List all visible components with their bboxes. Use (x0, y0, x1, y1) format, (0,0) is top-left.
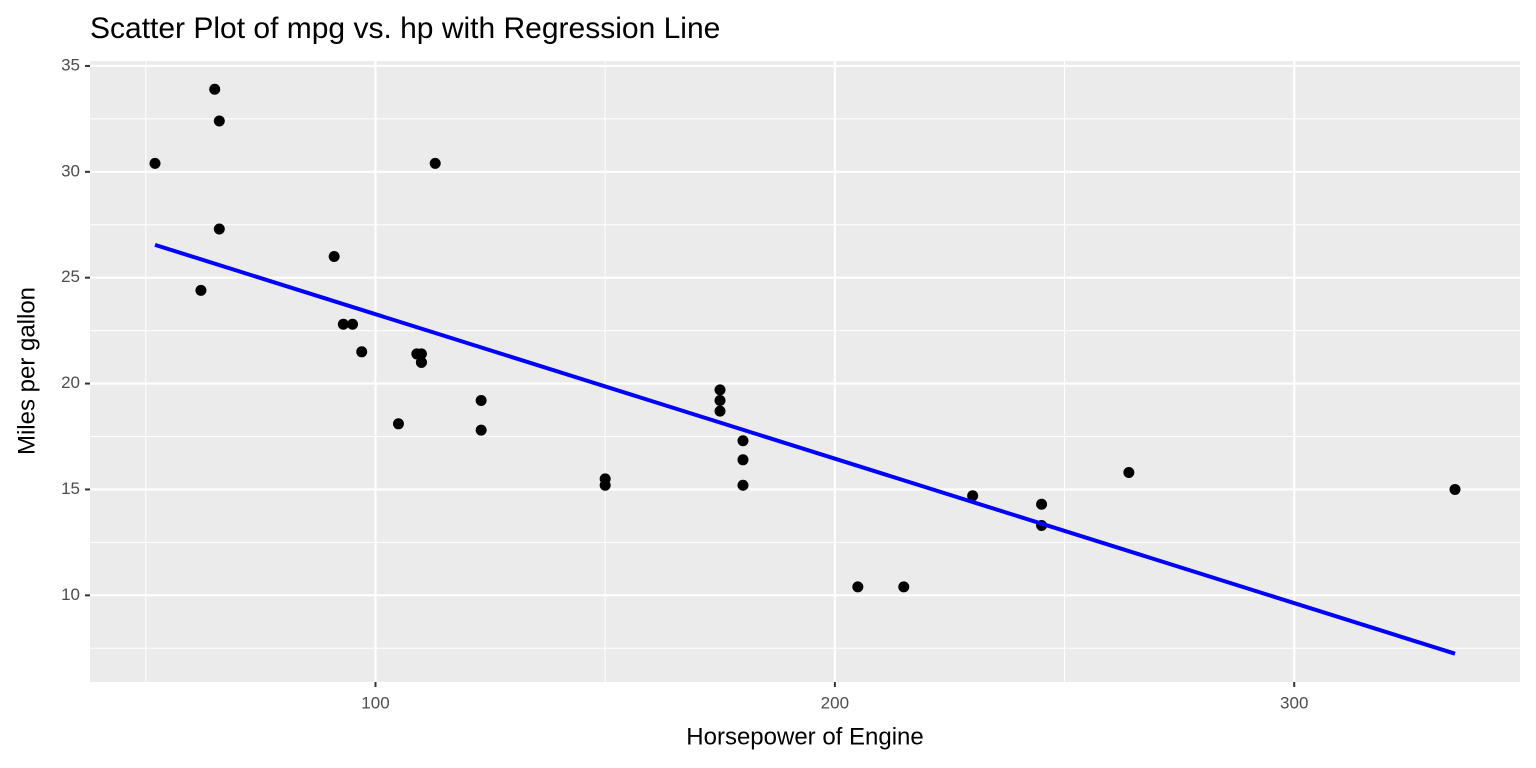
y-tick-label: 15 (61, 479, 80, 498)
point (714, 405, 726, 417)
point (328, 251, 340, 263)
point (898, 581, 910, 593)
chart-title: Scatter Plot of mpg vs. hp with Regressi… (90, 12, 720, 45)
x-tick-label: 200 (821, 693, 849, 712)
point (1449, 483, 1461, 495)
point (337, 318, 349, 330)
regression-line (154, 242, 1456, 656)
point (1123, 467, 1135, 479)
point (392, 418, 404, 430)
x-tick-label: 300 (1280, 693, 1308, 712)
y-tick-label: 35 (61, 55, 80, 74)
point (737, 479, 749, 491)
point (209, 83, 221, 95)
point (475, 395, 487, 407)
point (411, 348, 423, 360)
point (415, 356, 427, 368)
point (737, 454, 749, 466)
point (852, 581, 864, 593)
point (475, 424, 487, 436)
y-axis-title: Miles per gallon (13, 287, 40, 455)
point (356, 346, 368, 358)
point (599, 479, 611, 491)
point (737, 435, 749, 447)
point (1036, 498, 1048, 510)
point (714, 395, 726, 407)
point (429, 157, 441, 169)
point (195, 284, 207, 296)
y-tick-label: 20 (61, 373, 80, 392)
x-tick-label: 100 (361, 693, 389, 712)
panel (90, 61, 1520, 682)
point (347, 318, 359, 330)
y-tick-label: 10 (61, 585, 80, 604)
point (967, 490, 979, 502)
point (213, 115, 225, 127)
point (149, 157, 161, 169)
point (714, 384, 726, 396)
y-tick-label: 25 (61, 267, 80, 286)
x-axis-title: Horsepower of Engine (686, 723, 923, 750)
y-tick-label: 30 (61, 161, 80, 180)
point (213, 223, 225, 235)
